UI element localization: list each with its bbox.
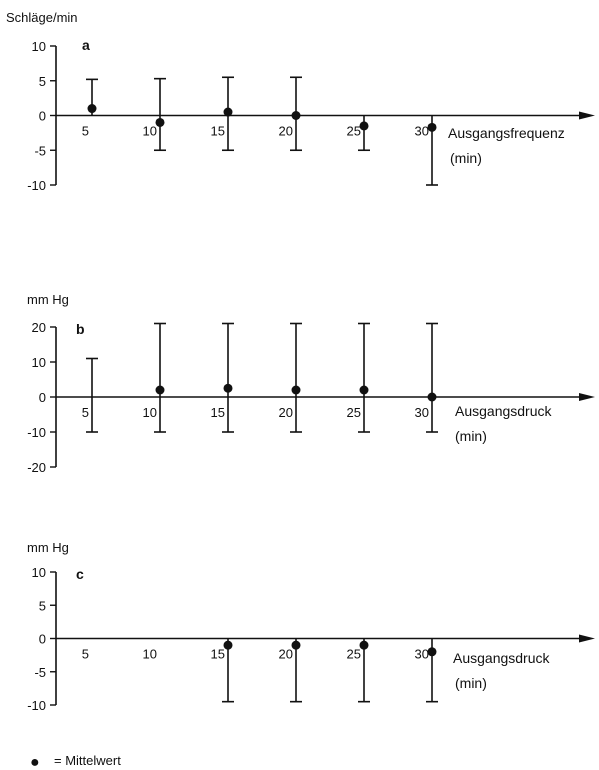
y-tick-label: 10 <box>32 39 46 54</box>
mean-point <box>291 385 301 395</box>
y-tick-label: 0 <box>39 390 46 405</box>
x-axis-unit: (min) <box>455 675 487 691</box>
x-axis-unit: (min) <box>450 150 482 166</box>
mean-point <box>427 122 437 132</box>
y-tick-label: 0 <box>39 632 46 647</box>
x-tick-label: 15 <box>211 124 225 139</box>
y-axis-label: mm Hg <box>27 292 69 307</box>
x-axis-label: Ausgangsdruck <box>453 650 551 666</box>
mean-point <box>223 383 233 393</box>
x-axis-label: Ausgangsfrequenz <box>448 125 565 141</box>
y-axis-label: mm Hg <box>27 540 69 555</box>
y-tick-label: 10 <box>32 565 46 580</box>
y-tick-label: -10 <box>27 425 46 440</box>
x-tick-label: 10 <box>143 405 157 420</box>
panel-letter: c <box>76 566 84 582</box>
x-axis-label: Ausgangsdruck <box>455 403 553 419</box>
x-tick-label: 20 <box>279 405 293 420</box>
x-tick-label: 5 <box>82 647 89 662</box>
mean-point <box>291 640 301 650</box>
mean-point <box>427 647 437 657</box>
y-tick-label: 5 <box>39 598 46 613</box>
x-tick-label: 15 <box>211 647 225 662</box>
panel-b: mm Hg b 20 10 0 -10 -20 5 10 15 20 25 30 Ausgangsdruc… <box>27 292 595 475</box>
y-tick-label: 10 <box>32 355 46 370</box>
panel-letter: a <box>82 37 90 53</box>
x-tick-label: 25 <box>347 405 361 420</box>
y-tick-label: 20 <box>32 320 46 335</box>
x-tick-label: 5 <box>82 405 89 420</box>
x-tick-label: 5 <box>82 124 89 139</box>
x-tick-label: 30 <box>415 124 429 139</box>
panel-c: mm Hg c 10 5 0 -5 -10 5 10 15 20 25 30 Ausgangsdruck (… <box>27 540 595 713</box>
mean-point <box>155 385 165 395</box>
mean-point <box>359 121 369 131</box>
legend-marker: ● <box>30 754 40 770</box>
x-tick-label: 25 <box>347 647 361 662</box>
y-tick-label: -10 <box>27 178 46 193</box>
y-tick-label: -20 <box>27 460 46 475</box>
mean-point <box>223 107 233 117</box>
y-tick-label: -10 <box>27 698 46 713</box>
mean-point <box>155 117 165 127</box>
x-tick-label: 10 <box>143 647 157 662</box>
x-tick-label: 30 <box>415 647 429 662</box>
mean-point <box>223 640 233 650</box>
x-tick-label: 20 <box>279 647 293 662</box>
y-axis-label: Schläge/min <box>6 10 78 25</box>
x-tick-label: 20 <box>279 124 293 139</box>
y-tick-label: 5 <box>39 74 46 89</box>
x-axis-arrow <box>579 634 595 643</box>
x-tick-label: 30 <box>415 405 429 420</box>
x-tick-label: 15 <box>211 405 225 420</box>
x-axis-arrow <box>579 393 595 401</box>
mean-point <box>291 111 301 120</box>
panel-a: Schläge/min a 10 5 0 -5 -10 5 10 15 20 25 30 Ausgangs… <box>6 10 595 193</box>
legend-label: = Mittelwert <box>54 753 121 768</box>
mean-point <box>427 392 437 402</box>
legend: ● = Mittelwert <box>30 753 121 770</box>
panel-letter: b <box>76 321 85 337</box>
mean-point <box>359 385 369 395</box>
panels: Schläge/min a 10 5 0 -5 -10 5 10 15 20 25 30 Ausgangs… <box>6 10 595 713</box>
y-tick-label: -5 <box>34 665 46 680</box>
y-tick-label: -5 <box>34 143 46 158</box>
mean-point <box>87 104 97 114</box>
y-tick-label: 0 <box>39 109 46 124</box>
mean-point <box>359 640 369 650</box>
x-tick-label: 25 <box>347 124 361 139</box>
x-tick-label: 10 <box>143 124 157 139</box>
x-axis-unit: (min) <box>455 428 487 444</box>
x-axis-arrow <box>579 111 595 120</box>
